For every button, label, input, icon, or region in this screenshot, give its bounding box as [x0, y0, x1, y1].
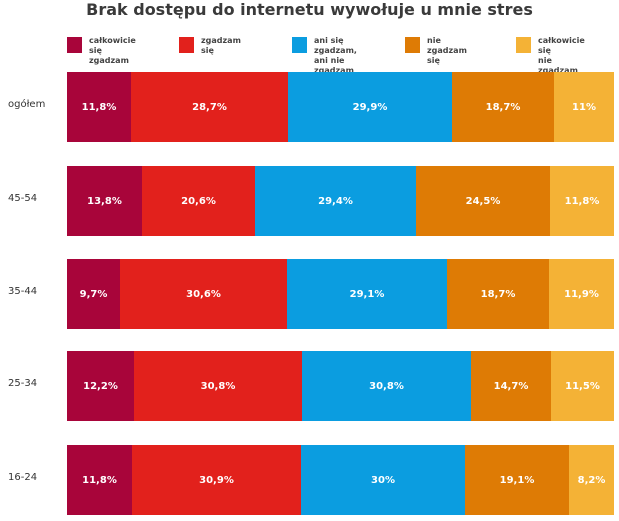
data-label: 29,1% — [349, 288, 385, 300]
bar-segment: 11,8% — [67, 445, 132, 515]
bar-segment: 9,7% — [67, 259, 120, 329]
legend-label: całkowicie się zgadzam — [89, 36, 136, 65]
data-label: 18,7% — [485, 101, 521, 113]
bar-segment: 14,7% — [471, 351, 551, 421]
legend-label: ani się zgadzam, ani nie zgadzam — [314, 36, 357, 75]
bar-segment: 30,8% — [134, 351, 302, 421]
legend-label: całkowicie się nie zgadzam — [538, 36, 585, 75]
legend-swatch — [405, 37, 420, 53]
data-label: 20,6% — [181, 195, 216, 207]
data-label: 11,8% — [564, 195, 600, 207]
bar-row: 13,8% 20,6% 29,4% 24,5% 11,8% — [67, 166, 614, 236]
category-label: 35-44 — [8, 286, 38, 297]
data-label: 9,7% — [79, 288, 108, 300]
bar-segment: 24,5% — [416, 166, 550, 236]
bar-segment: 29,1% — [287, 259, 447, 329]
bar-segment: 30% — [301, 445, 465, 515]
bar-segment: 18,7% — [452, 72, 554, 142]
legend-swatch — [516, 37, 531, 53]
bar-segment: 30,9% — [132, 445, 301, 515]
category-label: ogółem — [8, 99, 46, 110]
bar-segment: 11,9% — [549, 259, 614, 329]
bar-row: 11,8% 28,7% 29,9% 18,7% 11% — [67, 72, 614, 142]
data-label: 30,6% — [186, 288, 221, 300]
bar-segment: 11,8% — [67, 72, 131, 142]
data-label: 12,2% — [83, 380, 118, 392]
category-label: 45-54 — [8, 193, 38, 204]
legend-swatch — [67, 37, 82, 53]
data-label: 11,8% — [81, 101, 117, 113]
data-label: 30,8% — [369, 380, 404, 392]
bar-segment: 30,8% — [302, 351, 471, 421]
chart-title: Brak dostępu do internetu wywołuje u mni… — [86, 0, 533, 19]
bar-segment: 12,2% — [67, 351, 134, 421]
bar-segment: 29,4% — [255, 166, 416, 236]
legend: całkowicie się zgadzam zgadzam się ani się… — [0, 36, 619, 75]
data-label: 13,8% — [87, 195, 122, 207]
bar-segment: 13,8% — [67, 166, 142, 236]
bar-segment: 8,2% — [569, 445, 614, 515]
data-label: 30,8% — [200, 380, 236, 392]
bar-segment: 11,5% — [551, 351, 614, 421]
bar-segment: 20,6% — [142, 166, 255, 236]
category-label: 16-24 — [8, 472, 38, 483]
data-label: 8,2% — [577, 474, 606, 486]
legend-swatch — [179, 37, 194, 53]
bar-segment: 11% — [554, 72, 614, 142]
bar-segment: 29,9% — [288, 72, 452, 142]
legend-label: nie zgadzam się — [427, 36, 467, 65]
data-label: 19,1% — [499, 474, 535, 486]
data-label: 14,7% — [493, 380, 529, 392]
data-label: 29,9% — [352, 101, 388, 113]
data-label: 28,7% — [192, 101, 227, 113]
bar-segment: 30,6% — [120, 259, 287, 329]
data-label: 30% — [371, 474, 395, 486]
bar-segment: 11,8% — [550, 166, 614, 236]
bar-row: 9,7% 30,6% 29,1% 18,7% 11,9% — [67, 259, 614, 329]
bar-segment: 18,7% — [447, 259, 549, 329]
bar-segment: 28,7% — [131, 72, 288, 142]
data-label: 30,9% — [199, 474, 234, 486]
bar-row: 11,8% 30,9% 30% 19,1% 8,2% — [67, 445, 614, 515]
bar-row: 12,2% 30,8% 30,8% 14,7% 11,5% — [67, 351, 614, 421]
data-label: 24,5% — [465, 195, 501, 207]
data-label: 29,4% — [318, 195, 353, 207]
data-label: 18,7% — [480, 288, 516, 300]
category-label: 25-34 — [8, 378, 38, 389]
legend-label: zgadzam się — [201, 36, 241, 55]
data-label: 11,5% — [565, 380, 600, 392]
data-label: 11,9% — [564, 288, 599, 300]
data-label: 11,8% — [82, 474, 117, 486]
legend-swatch — [292, 37, 307, 53]
data-label: 11% — [572, 101, 596, 113]
bar-segment: 19,1% — [465, 445, 569, 515]
